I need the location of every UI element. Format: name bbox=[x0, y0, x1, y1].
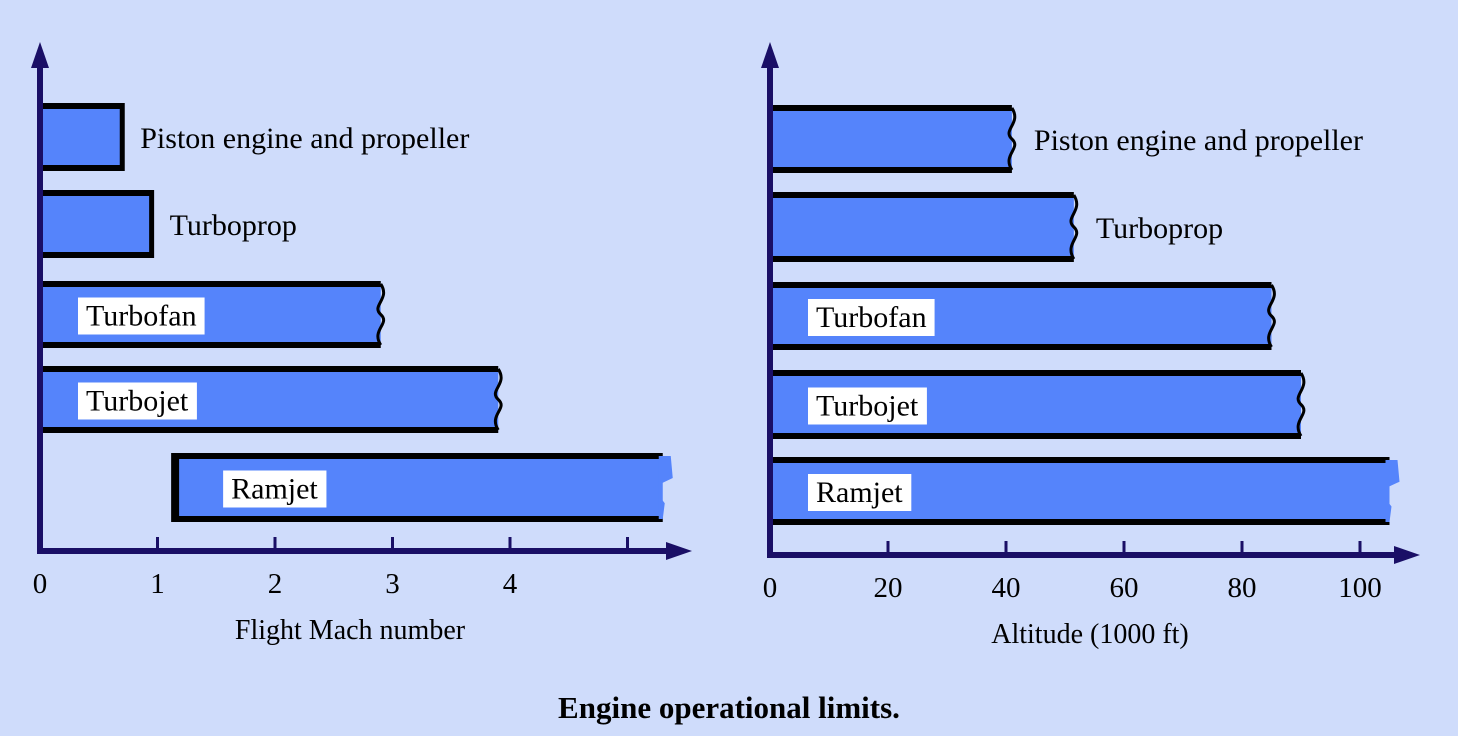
bar-label: Turbofan bbox=[816, 301, 927, 334]
bar-group: Turboprop bbox=[40, 190, 297, 258]
bar-label-box bbox=[78, 382, 197, 420]
y-axis-arrow-icon bbox=[761, 42, 779, 68]
bar-label: Turbofan bbox=[86, 300, 197, 333]
bar-end-open bbox=[1379, 460, 1400, 522]
bar bbox=[770, 195, 1074, 259]
bar-label-box bbox=[808, 299, 935, 336]
x-tick-label: 20 bbox=[874, 572, 903, 604]
bar-group: Turbofan bbox=[40, 281, 386, 348]
bar-group: Turbojet bbox=[40, 366, 503, 433]
bar-end-break bbox=[376, 283, 386, 346]
bar-group: Ramjet bbox=[770, 457, 1400, 525]
x-tick-label: 0 bbox=[33, 568, 48, 600]
bar-label: Turboprop bbox=[170, 209, 297, 242]
bar-end-break bbox=[493, 368, 503, 431]
bar-end-break bbox=[1296, 372, 1306, 437]
bar-group: Turbojet bbox=[770, 370, 1306, 439]
bar bbox=[40, 106, 123, 168]
bar-label: Turbojet bbox=[86, 385, 189, 418]
bar bbox=[40, 193, 152, 255]
x-tick-label: 60 bbox=[1110, 572, 1139, 604]
x-tick-label: 0 bbox=[763, 572, 778, 604]
x-axis-label: Altitude (1000 ft) bbox=[991, 619, 1189, 650]
figure-caption: Engine operational limits. bbox=[558, 690, 900, 725]
bar-group: Turboprop bbox=[770, 192, 1223, 262]
x-tick-label: 3 bbox=[385, 568, 400, 600]
x-tick-label: 100 bbox=[1338, 572, 1382, 604]
x-axis-label: Flight Mach number bbox=[235, 615, 466, 646]
bar-end-break bbox=[1069, 194, 1079, 260]
bar-end-break bbox=[1007, 107, 1017, 171]
x-axis-arrow-icon bbox=[666, 542, 692, 560]
x-tick-label: 40 bbox=[992, 572, 1021, 604]
x-axis-arrow-icon bbox=[1394, 546, 1420, 564]
y-axis-arrow-icon bbox=[31, 42, 49, 68]
bar-end-open bbox=[652, 456, 673, 519]
x-tick-label: 4 bbox=[503, 568, 518, 600]
x-tick-label: 2 bbox=[268, 568, 283, 600]
bar-label: Turbojet bbox=[816, 390, 919, 423]
chart-panel-2: Piston engine and propeller Turboprop Turb… bbox=[761, 42, 1420, 650]
bar-label: Turboprop bbox=[1096, 212, 1223, 245]
bar-label: Ramjet bbox=[231, 473, 318, 506]
bar-label: Piston engine and propeller bbox=[1034, 124, 1363, 157]
bar-label-box bbox=[808, 474, 912, 511]
bar-label-box bbox=[808, 387, 927, 425]
bar-label: Piston engine and propeller bbox=[140, 122, 469, 155]
bar-group: Turbofan bbox=[770, 282, 1276, 350]
bar-label: Ramjet bbox=[816, 476, 903, 509]
bar-group: Ramjet bbox=[171, 453, 673, 522]
bar-end-break bbox=[1267, 284, 1276, 348]
bar-label-box bbox=[223, 470, 327, 508]
x-tick-label: 80 bbox=[1228, 572, 1257, 604]
bar-label-box bbox=[78, 297, 205, 335]
bar-group: Piston engine and propeller bbox=[40, 103, 469, 171]
bar bbox=[770, 108, 1012, 170]
x-tick-label: 1 bbox=[150, 568, 165, 600]
chart-panel-1: Piston engine and propeller Turboprop Turb… bbox=[31, 42, 692, 646]
bar-group: Piston engine and propeller bbox=[770, 105, 1363, 173]
